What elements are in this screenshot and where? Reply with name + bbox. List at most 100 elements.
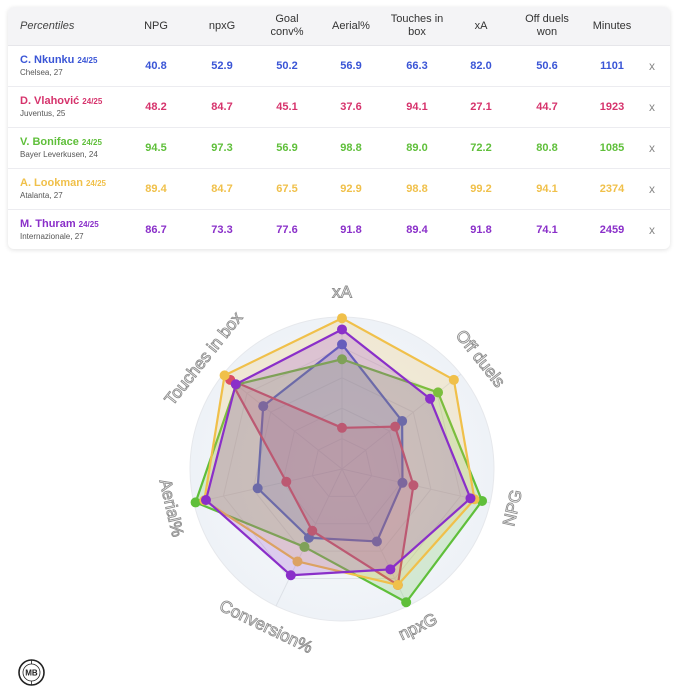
header-touches-in-box: Touches in box (390, 13, 444, 38)
cell-minutes: 1085 (599, 142, 625, 154)
radar-point (397, 477, 408, 488)
player-team: Internazionale, 27 (20, 232, 84, 241)
remove-player-button[interactable]: x (649, 100, 655, 114)
cell-npg: 48.2 (145, 101, 167, 113)
cell-aerial: 98.8 (340, 142, 362, 154)
radar-point (465, 493, 476, 504)
radar-point (219, 370, 230, 381)
season-label: 24/25 (81, 138, 102, 147)
player-name: C. Nkunku 24/25 (20, 54, 97, 66)
radar-point (258, 401, 269, 412)
cell-goal-conv: 77.6 (276, 224, 298, 236)
cell-xa: 72.2 (470, 142, 492, 154)
remove-player-button[interactable]: x (649, 59, 655, 73)
season-label: 24/25 (77, 56, 98, 65)
cell-xa: 27.1 (470, 101, 492, 113)
radar-point (307, 525, 318, 536)
radar-series-group (252, 339, 408, 547)
player-name-text: A. Lookman (20, 177, 83, 189)
radar-point (337, 313, 347, 324)
cell-goal-conv: 50.2 (276, 60, 298, 72)
cell-npxg: 73.3 (211, 224, 233, 236)
table-row: M. Thuram 24/25 Internazionale, 27 86.7 73.3… (8, 210, 670, 249)
cell-minutes: 2374 (599, 183, 625, 195)
player-name-text: V. Boniface (20, 136, 79, 148)
header-off-duels-won: Off duels won (525, 13, 569, 38)
cell-npg: 94.5 (145, 142, 167, 154)
remove-player-button[interactable]: x (649, 223, 655, 237)
table-row: A. Lookman 24/25 Atalanta, 27 89.4 84.7 67.5 9… (8, 169, 670, 210)
radar-spoke (193, 468, 343, 504)
radar-point (200, 495, 211, 506)
cell-off-duels-won: 80.8 (536, 142, 558, 154)
table-row: V. Boniface 24/25 Bayer Leverkusen, 24 94.5… (8, 128, 670, 169)
cell-touches-in-box: 98.8 (406, 183, 428, 195)
player-name-text: C. Nkunku (20, 54, 75, 66)
player-team: Juventus, 25 (20, 109, 66, 118)
table-row: C. Nkunku 24/25 Chelsea, 27 40.8 52.9 50.2 56.… (8, 46, 670, 87)
radar-point (337, 354, 347, 365)
cell-xa: 99.2 (470, 183, 492, 195)
radar-point (252, 483, 263, 494)
player-name: A. Lookman 24/25 (20, 177, 106, 189)
header-xa: xA (474, 19, 488, 32)
cell-goal-conv: 45.1 (276, 101, 298, 113)
cell-npg: 89.4 (145, 183, 167, 195)
cell-touches-in-box: 94.1 (406, 101, 428, 113)
header-minutes: Minutes (592, 19, 632, 32)
radar-axis-label: NPG (499, 488, 526, 528)
radar-point (425, 393, 436, 404)
cell-npxg: 52.9 (211, 60, 233, 72)
cell-aerial: 91.8 (340, 224, 362, 236)
player-name-text: D. Vlahović (20, 95, 80, 107)
cell-npxg: 84.7 (211, 183, 233, 195)
radar-point (281, 476, 292, 487)
cell-off-duels-won: 74.1 (536, 224, 558, 236)
radar-series-polygon (229, 378, 415, 587)
cell-aerial: 92.9 (340, 183, 362, 195)
radar-point (371, 536, 382, 547)
radar-point (448, 374, 459, 385)
cell-xa: 91.8 (470, 224, 492, 236)
cell-minutes: 2459 (599, 224, 625, 236)
percentiles-table: Percentiles NPG npxG Goal conv% Aerial% … (8, 7, 670, 249)
radar-point (337, 422, 347, 433)
radar-point (190, 497, 201, 508)
cell-minutes: 1923 (599, 101, 625, 113)
cell-xa: 82.0 (470, 60, 492, 72)
cell-off-duels-won: 44.7 (536, 101, 558, 113)
cell-off-duels-won: 50.6 (536, 60, 558, 72)
radar-point (408, 480, 419, 491)
cell-touches-in-box: 89.4 (406, 224, 428, 236)
radar-grid-ring (282, 407, 402, 525)
radar-point (230, 379, 241, 390)
remove-player-button[interactable]: x (649, 141, 655, 155)
radar-point (299, 541, 310, 552)
radar-series-polygon (203, 317, 476, 587)
header-goal-conv: Goal conv% (270, 13, 304, 38)
cell-aerial: 56.9 (340, 60, 362, 72)
cell-npg: 40.8 (145, 60, 167, 72)
radar-axis-label: npxG (395, 609, 440, 644)
radar-point (385, 564, 396, 575)
header-npxg: npxG (208, 19, 236, 32)
player-name: M. Thuram 24/25 (20, 218, 99, 230)
radar-point (337, 339, 347, 350)
radar-point (390, 421, 401, 432)
radar-axis-label: xA (332, 282, 353, 301)
cell-touches-in-box: 66.3 (406, 60, 428, 72)
radar-point (292, 556, 303, 567)
cell-goal-conv: 67.5 (276, 183, 298, 195)
radar-series-group (200, 324, 476, 581)
cell-touches-in-box: 89.0 (406, 142, 428, 154)
radar-series-polygon (204, 328, 472, 577)
radar-spoke (222, 373, 343, 470)
table-row: D. Vlahović 24/25 Juventus, 25 48.2 84.7 45.1… (8, 87, 670, 128)
cell-aerial: 37.6 (340, 101, 362, 113)
radar-series-polygon (256, 343, 404, 543)
radar-series-group (199, 313, 480, 590)
cell-minutes: 1101 (600, 60, 624, 72)
remove-player-button[interactable]: x (649, 182, 655, 196)
